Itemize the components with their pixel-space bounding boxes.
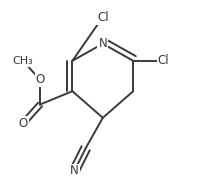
Text: O: O xyxy=(18,117,28,130)
Text: O: O xyxy=(35,73,45,86)
Text: Cl: Cl xyxy=(158,54,169,67)
Text: N: N xyxy=(98,37,107,50)
Text: CH₃: CH₃ xyxy=(13,56,33,66)
Text: N: N xyxy=(70,165,79,177)
Text: Cl: Cl xyxy=(97,11,109,24)
